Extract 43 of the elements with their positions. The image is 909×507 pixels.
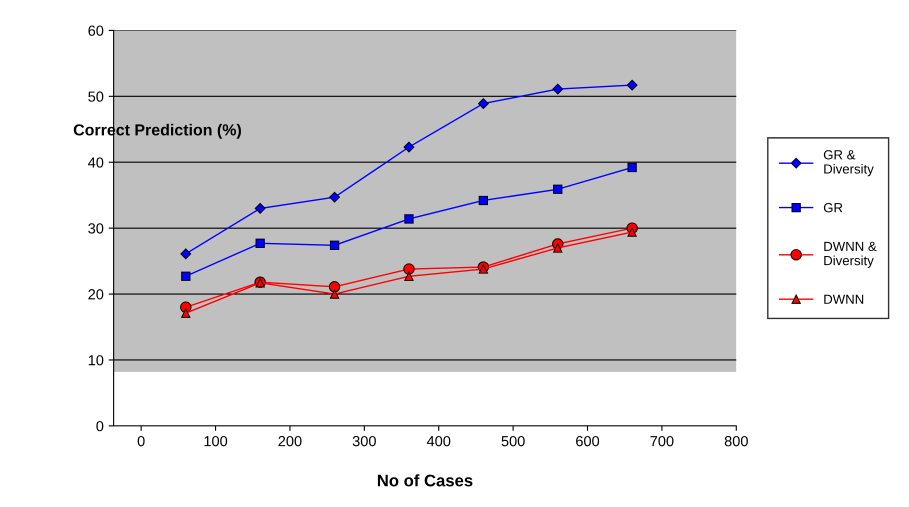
y-tick-label: 0 <box>96 420 104 432</box>
y-tick-label: 20 <box>88 289 104 300</box>
point <box>627 162 637 172</box>
legend-label: DWNN & Diversity <box>824 242 877 268</box>
legend-label: GR & Diversity <box>824 150 874 176</box>
y-tick-label: 10 <box>88 355 104 366</box>
x-tick-label: 200 <box>278 436 302 446</box>
x-tick-label: 100 <box>204 436 228 446</box>
point <box>330 289 340 299</box>
point <box>404 214 414 224</box>
x-tick-label: 700 <box>650 436 674 446</box>
point <box>553 184 562 194</box>
point <box>256 238 265 248</box>
point <box>181 272 190 281</box>
point <box>626 80 638 91</box>
y-tick-label: 30 <box>88 223 104 234</box>
point <box>404 272 414 281</box>
x-tick-label: 500 <box>502 436 525 446</box>
x-tick-label: 300 <box>352 436 376 446</box>
point <box>254 202 266 214</box>
point <box>330 240 340 250</box>
point <box>329 192 340 203</box>
point <box>627 227 637 237</box>
point <box>553 243 562 253</box>
point <box>404 142 414 152</box>
point <box>180 248 192 260</box>
point <box>403 263 415 275</box>
point <box>478 264 488 274</box>
legend-label: DWNN <box>824 294 864 304</box>
x-tick-label: 600 <box>576 436 600 446</box>
point <box>181 308 190 318</box>
y-tick-label: 60 <box>88 26 104 36</box>
x-tick-label: 800 <box>724 436 748 446</box>
point <box>478 196 488 206</box>
x-tick-label: 400 <box>426 436 450 446</box>
legend-label: GR <box>824 203 842 212</box>
x-tick-label: 0 <box>138 436 145 446</box>
point <box>478 98 489 109</box>
y-tick-label: 40 <box>88 157 104 168</box>
point <box>552 84 564 94</box>
y-tick-label: 50 <box>88 91 104 102</box>
point <box>328 281 340 293</box>
x-axis-title: No of Cases <box>378 474 472 486</box>
